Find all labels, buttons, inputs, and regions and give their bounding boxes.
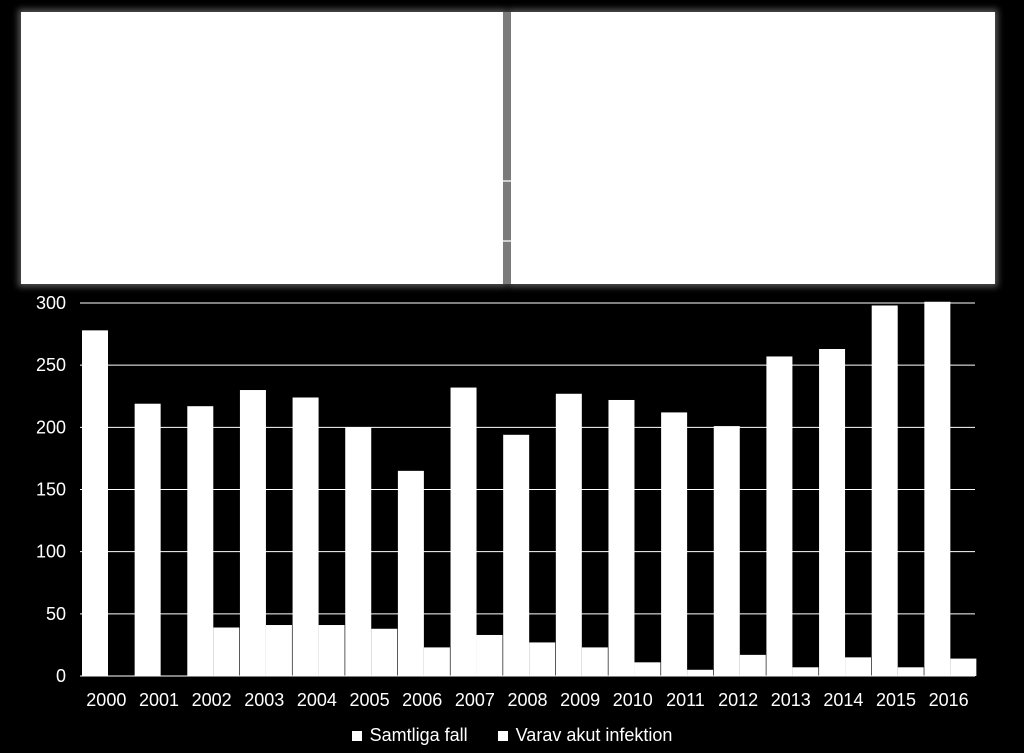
legend-item-varav: Varav akut infektion	[497, 725, 673, 746]
x-tick-label: 2001	[139, 690, 179, 710]
bar-samtliga-2000	[82, 330, 108, 676]
bar-varav-2014	[845, 657, 872, 676]
bar-samtliga-2004	[292, 397, 319, 676]
bar-varav-2007	[476, 634, 503, 676]
y-tick-label: 150	[36, 480, 66, 500]
bar-varav-2010	[634, 662, 661, 676]
bar-samtliga-2010	[608, 399, 635, 676]
x-tick-label: 2014	[823, 690, 863, 710]
bar-samtliga-2015	[871, 305, 898, 676]
bar-samtliga-2016	[924, 301, 951, 676]
legend-label: Varav akut infektion	[515, 725, 673, 745]
x-tick-label: 2008	[507, 690, 547, 710]
bar-samtliga-2001	[134, 403, 161, 676]
top-right-panel	[511, 12, 995, 284]
top-left-panel	[21, 12, 504, 284]
bar-samtliga-2012	[713, 426, 740, 676]
panel-divider	[503, 12, 511, 284]
bar-varav-2009	[581, 647, 608, 676]
bar-samtliga-2007	[450, 387, 477, 676]
x-tick-label: 2004	[297, 690, 337, 710]
bar-varav-2004	[318, 625, 345, 676]
x-tick-label: 2003	[244, 690, 284, 710]
x-tick-label: 2012	[718, 690, 758, 710]
y-tick-label: 200	[36, 417, 66, 437]
bar-varav-2006	[423, 647, 450, 676]
bar-samtliga-2008	[503, 434, 530, 676]
legend-swatch	[497, 730, 508, 741]
bar-varav-2005	[371, 628, 398, 676]
x-tick-label: 2007	[455, 690, 495, 710]
legend-item-samtliga: Samtliga fall	[351, 725, 468, 746]
legend: Samtliga fall Varav akut infektion	[0, 725, 1024, 746]
y-tick-label: 0	[56, 666, 66, 686]
bar-varav-2011	[687, 669, 714, 676]
bar-varav-2002	[213, 627, 240, 676]
bar-varav-2015	[897, 667, 924, 676]
bar-varav-2016	[950, 658, 977, 676]
bar-samtliga-2002	[187, 406, 214, 676]
y-axis-ticks: 0 50 100 150 200 250 300	[36, 293, 66, 686]
bar-varav-2003	[265, 625, 292, 676]
x-tick-label: 2015	[876, 690, 916, 710]
bar-varav-2008	[529, 642, 556, 676]
y-tick-label: 250	[36, 355, 66, 375]
x-tick-label: 2010	[613, 690, 653, 710]
y-tick-label: 100	[36, 542, 66, 562]
x-tick-label: 2006	[402, 690, 442, 710]
legend-label: Samtliga fall	[369, 725, 468, 745]
y-tick-label: 50	[46, 604, 66, 624]
bars	[82, 301, 977, 676]
y-tick-label: 300	[36, 293, 66, 313]
bar-samtliga-2003	[239, 390, 266, 676]
bar-samtliga-2014	[819, 349, 846, 676]
bar-varav-2012	[739, 654, 766, 676]
bar-samtliga-2013	[766, 356, 793, 676]
x-tick-label: 2011	[666, 690, 705, 710]
x-tick-label: 2016	[929, 690, 969, 710]
x-tick-label: 2002	[192, 690, 232, 710]
bar-samtliga-2009	[555, 393, 582, 676]
divider-tick	[503, 240, 511, 242]
x-tick-label: 2000	[86, 690, 126, 710]
legend-swatch	[351, 730, 362, 741]
x-tick-label: 2009	[560, 690, 600, 710]
divider-tick	[503, 180, 511, 182]
bar-samtliga-2006	[397, 470, 424, 676]
bar-samtliga-2005	[345, 427, 372, 676]
bar-varav-2013	[792, 667, 819, 676]
x-tick-label: 2013	[771, 690, 811, 710]
bar-samtliga-2011	[661, 412, 688, 676]
x-axis-ticks: 2000 2001 2002 2003 2004 2005 2006 2007 2008 2009…	[86, 690, 968, 710]
x-tick-label: 2005	[350, 690, 390, 710]
